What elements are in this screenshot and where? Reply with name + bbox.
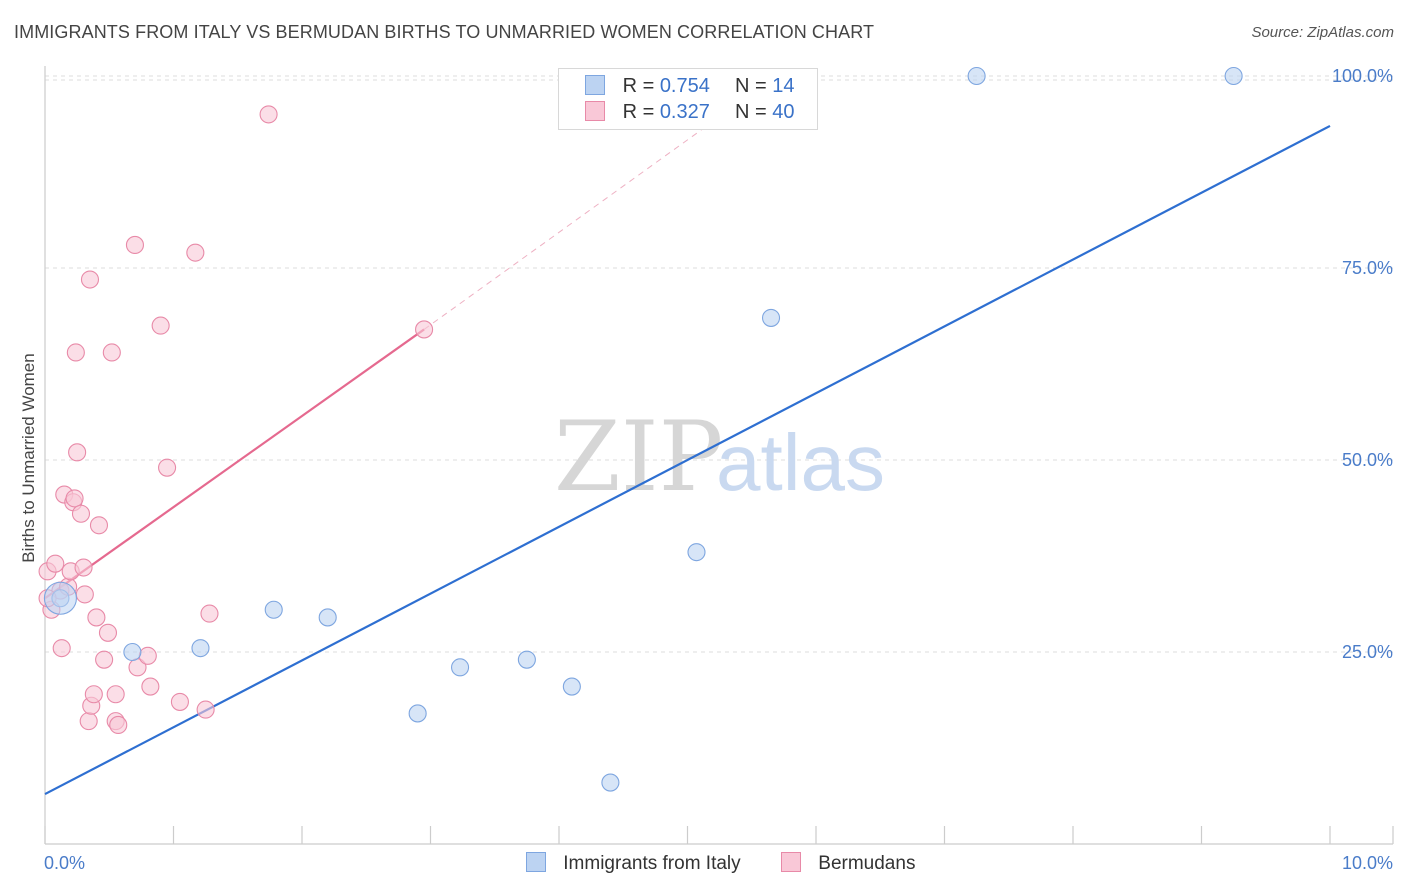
bermuda-point: [141, 677, 160, 696]
bottom-italy-label: Immigrants from Italy: [563, 853, 741, 874]
bermuda-point: [170, 692, 189, 711]
bermudans-r-label: R =: [622, 101, 655, 123]
bermuda-point: [158, 458, 177, 477]
chart-title: IMMIGRANTS FROM ITALY VS BERMUDAN BIRTHS…: [14, 22, 875, 42]
bermuda-point: [106, 685, 125, 704]
italy-point: [123, 642, 142, 662]
bermuda-point: [259, 105, 278, 124]
italy-point: [264, 600, 283, 619]
bottom-italy-swatch: [526, 852, 546, 872]
bermuda-point: [196, 700, 215, 719]
bermuda-fit-extension: [423, 102, 740, 330]
bermuda-point: [52, 639, 71, 658]
bermuda-point: [71, 504, 91, 523]
italy-point: [408, 704, 427, 723]
bermuda-point: [415, 320, 434, 339]
italy-point: [967, 66, 986, 86]
bermuda-point: [74, 558, 93, 577]
bermuda-point: [66, 343, 85, 362]
bermuda-point: [186, 243, 205, 262]
bermuda-point: [80, 270, 100, 289]
italy-point: [687, 543, 706, 562]
bermuda-point: [125, 235, 144, 255]
bottom-bermudans-swatch: [781, 852, 801, 872]
bottom-bermudans-label: Bermudans: [818, 853, 916, 874]
bermudans-swatch: [585, 101, 605, 121]
y-tick-label: 25.0%: [1342, 642, 1393, 662]
italy-point: [318, 608, 337, 627]
y-tick-label: 75.0%: [1342, 258, 1393, 278]
italy-point: [601, 773, 620, 792]
bermudans-r-value: 0.327: [659, 101, 710, 123]
tick-labels: 25.0% 50.0% 75.0% 100.0% 0.0% 10.0%: [44, 66, 1393, 873]
y-tick-label: 50.0%: [1342, 450, 1393, 470]
bermudans-n-label: N =: [735, 101, 767, 123]
gridlines: [45, 75, 1393, 653]
italy-n-label: N =: [735, 75, 767, 97]
bermuda-trend-line: [44, 328, 425, 600]
italy-point: [1224, 66, 1243, 86]
bermuda-point: [65, 489, 84, 508]
source-label: Source: ZipAtlas.com: [1251, 24, 1394, 41]
bermuda-point: [151, 316, 170, 335]
watermark: ZIP atlas: [554, 401, 885, 513]
bermuda-point: [138, 646, 157, 665]
italy-trend-line: [44, 124, 1331, 796]
italy-n-value: 14: [772, 75, 795, 97]
trend-lines: [44, 102, 1331, 796]
italy-point: [517, 650, 536, 669]
axes: [44, 66, 1394, 845]
bermuda-point: [102, 343, 121, 362]
bermuda-point: [109, 715, 128, 735]
bottom-legend-italy: Immigrants from Italy: [526, 852, 741, 875]
bermuda-point: [46, 554, 65, 573]
y-axis-label: Births to Unmarried Women: [19, 353, 38, 562]
bermuda-point: [79, 712, 98, 731]
italy-point: [451, 658, 470, 677]
bermuda-point: [87, 608, 106, 627]
bermuda-point: [95, 650, 114, 669]
y-tick-label: 100.0%: [1332, 66, 1393, 86]
x-tick-label: 10.0%: [1342, 853, 1393, 873]
bermudans-n-value: 40: [772, 101, 795, 123]
data-points: [38, 66, 1243, 792]
correlation-legend: R = 0.754 N = 14 R = 0.327 N = 40: [558, 68, 818, 130]
watermark-atlas: atlas: [716, 418, 885, 507]
bottom-legend-bermudans: Bermudans: [781, 852, 915, 875]
x-tick-label: 0.0%: [44, 853, 85, 873]
bermuda-point: [68, 443, 87, 462]
watermark-zip: ZIP: [554, 401, 723, 513]
italy-point: [761, 308, 781, 327]
italy-r-label: R =: [622, 75, 655, 97]
italy-point-large: [43, 581, 77, 615]
bermuda-point: [75, 585, 94, 604]
italy-r-value: 0.754: [659, 75, 710, 97]
italy-swatch: [585, 75, 605, 95]
bermuda-point: [98, 623, 118, 642]
italy-point: [191, 639, 210, 658]
bermuda-point: [200, 604, 219, 623]
bermuda-point: [89, 516, 109, 535]
legend-row-italy: R = 0.754 N = 14: [585, 75, 795, 99]
legend-row-bermudans: R = 0.327 N = 40: [585, 101, 795, 125]
italy-point: [562, 677, 581, 696]
bermuda-point: [84, 685, 103, 704]
